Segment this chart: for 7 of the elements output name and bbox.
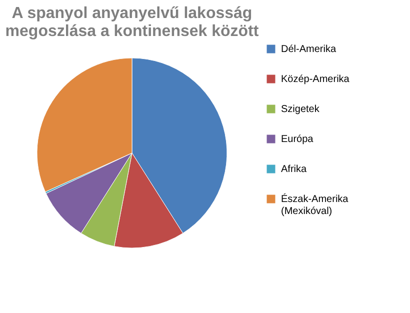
legend-label: Afrika — [281, 164, 307, 175]
legend-label: Közép-Amerika — [281, 74, 350, 85]
legend-label: Dél-Amerika — [281, 44, 336, 55]
chart-title: A spanyol anyanyelvű lakosság megoszlása a kontinensek között — [5, 5, 260, 40]
legend-label: Európa — [281, 134, 314, 145]
legend-label: Észak-Amerika (Mexikóval) — [281, 193, 349, 217]
legend-label: Szigetek — [281, 104, 320, 115]
